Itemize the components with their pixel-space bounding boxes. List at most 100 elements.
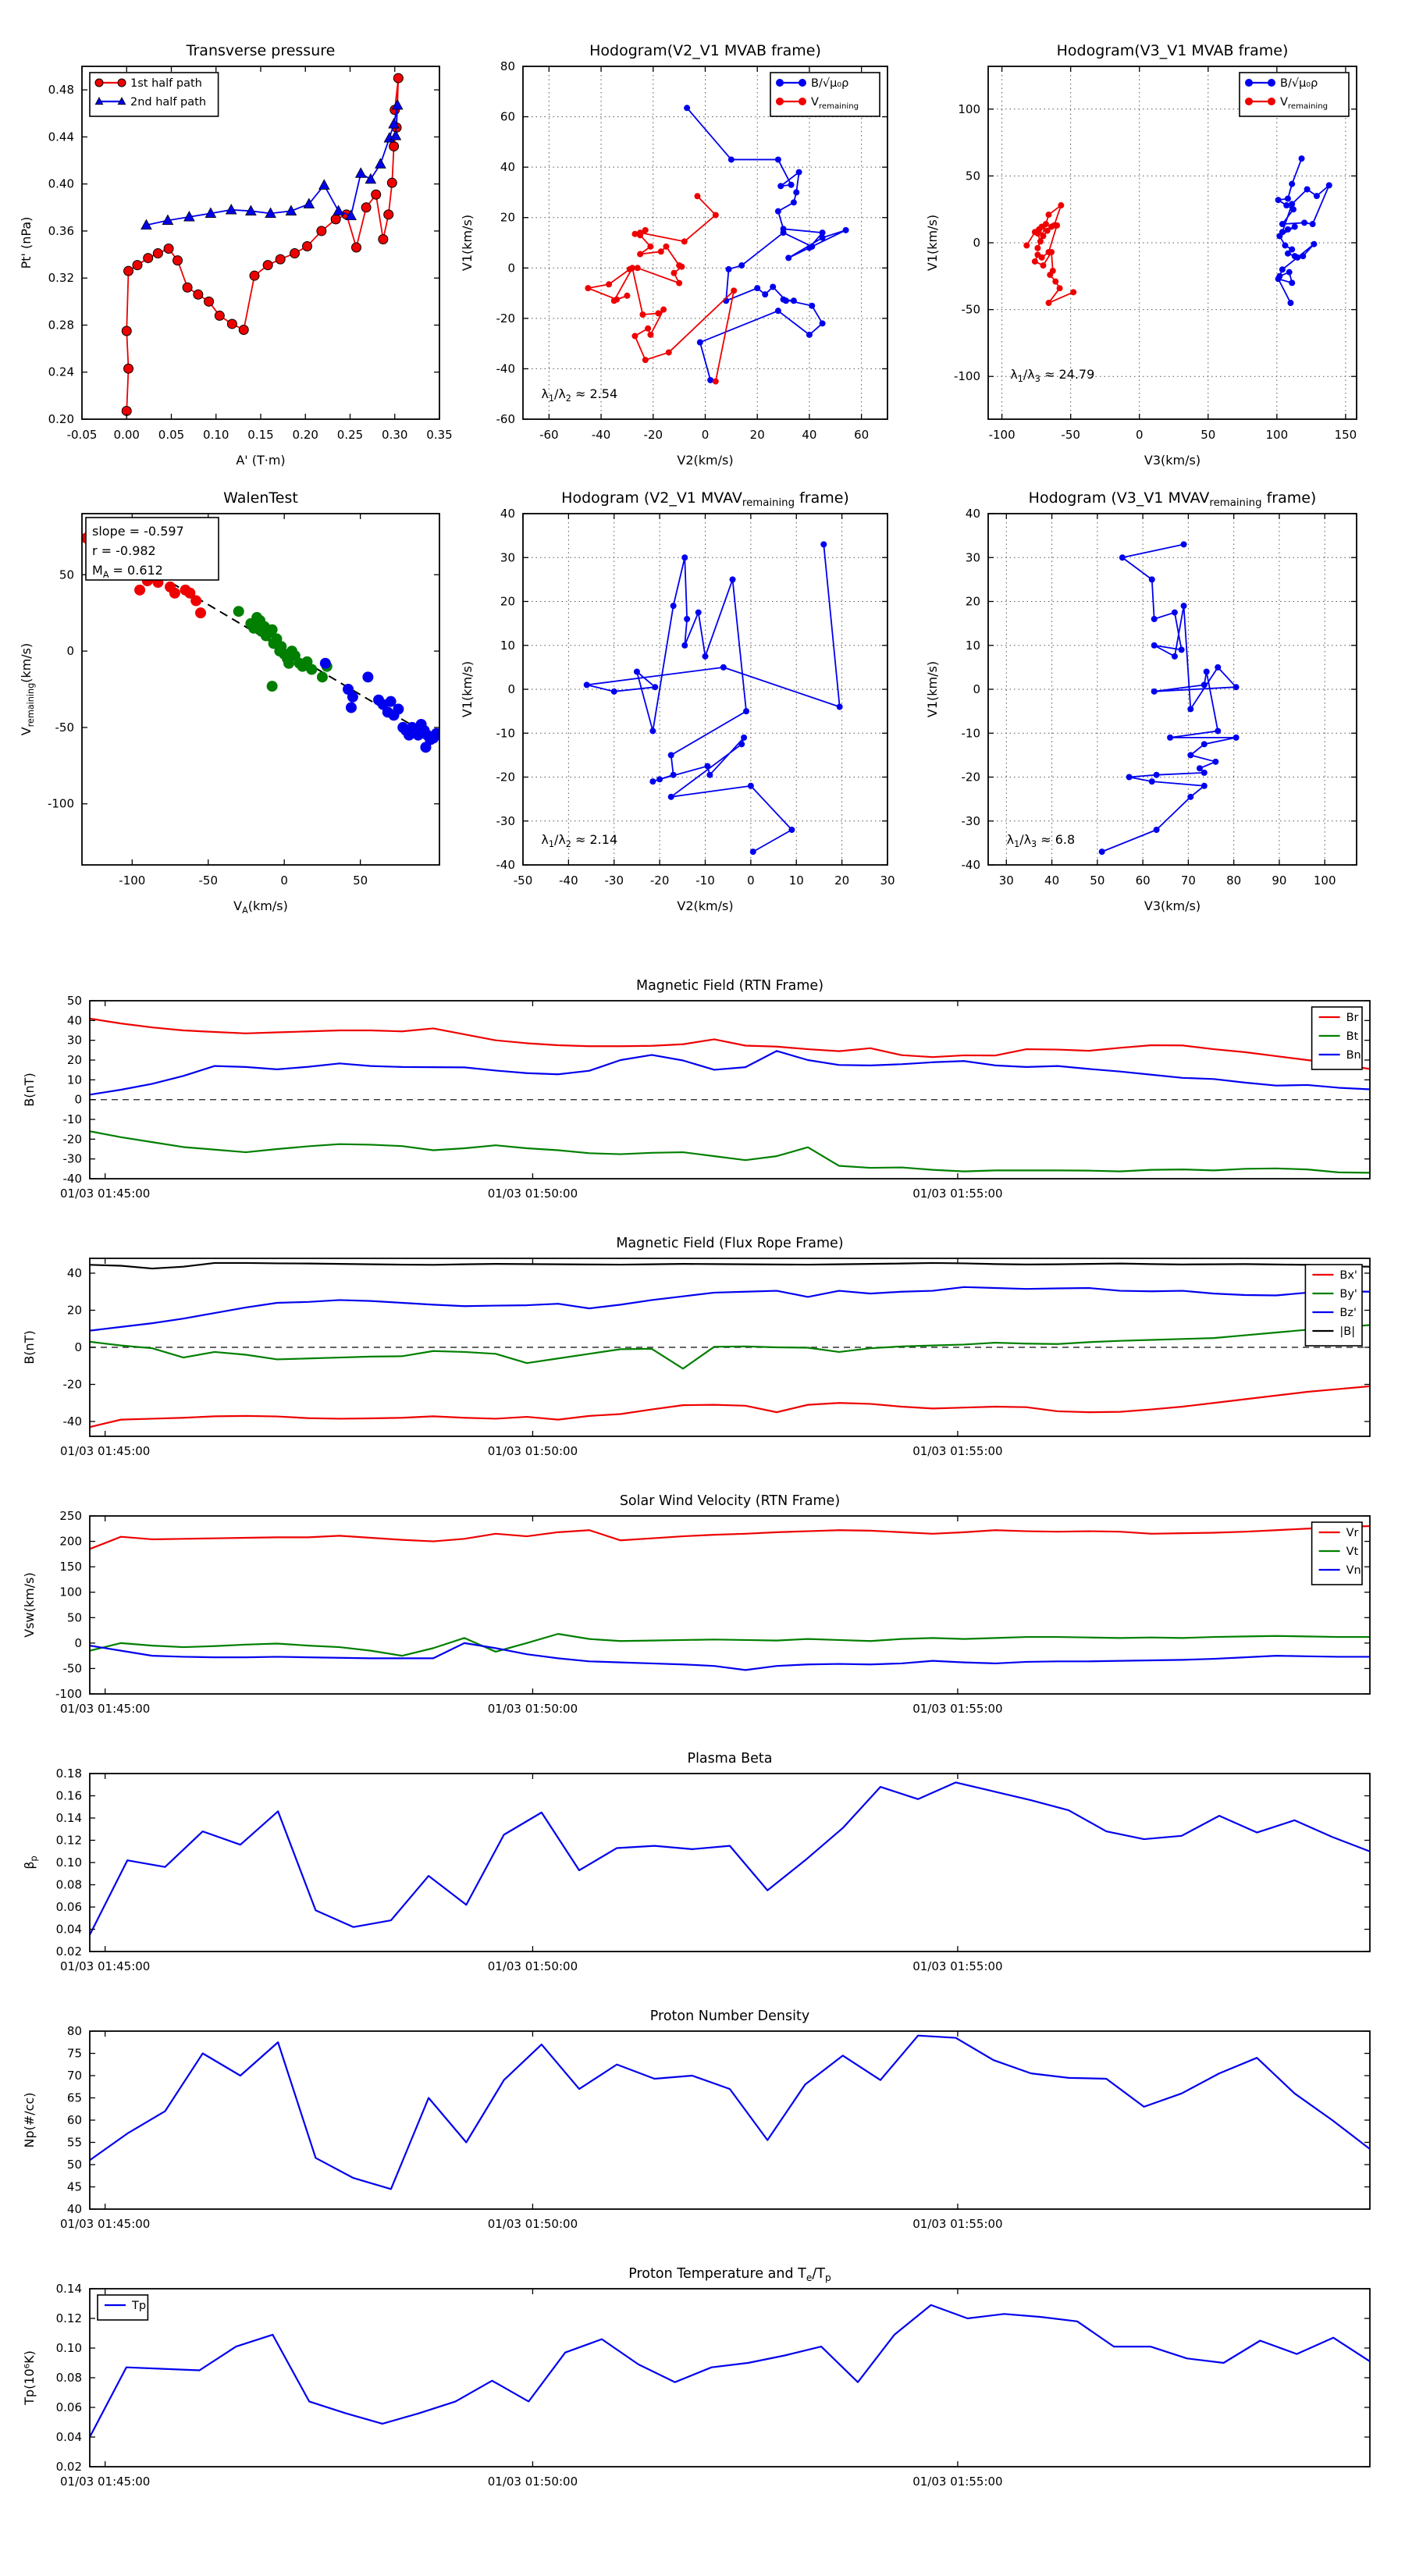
x-tick-label: 0 [702, 428, 710, 442]
proton-temperature-title: Proton Temperature and Te/Tp [628, 2266, 831, 2283]
x-tick-label: 01/03 01:50:00 [488, 1702, 578, 1716]
x-tick-label: 0.25 [337, 428, 363, 442]
transverse-pressure-ylabel: Pt' (nPa) [19, 217, 34, 269]
y-tick-label: 40 [67, 1266, 82, 1280]
chart-hodogram-v2v1-mvav: -50 -40 -30 -20 -10 0 10 20 30-40-30-20-10010203… [460, 489, 895, 913]
x-tick-label: -50 [1061, 428, 1080, 442]
proton-temperature-ylabel: Tp(10⁶K) [22, 2350, 37, 2406]
y-tick-label: 0.44 [48, 130, 74, 144]
magnetic-field-rtn-title: Magnetic Field (RTN Frame) [636, 978, 823, 994]
y-tick-label: 80 [500, 59, 515, 73]
hodogram-v3v1-mvav-ylabel: V1(km/s) [925, 661, 940, 717]
proton-temperature-legend: Tp [97, 2294, 149, 2321]
hodogram-v3v1-mvab-ylabel: V1(km/s) [925, 215, 940, 271]
y-tick-label: 50 [966, 169, 980, 183]
x-tick-label: 0 [747, 873, 755, 888]
y-tick-label: -50 [962, 303, 981, 317]
hodogram-v3v1-mvab-legend: B/√μ₀ρ Vremaining [1239, 72, 1350, 117]
y-tick-label: 0.10 [56, 2341, 82, 2355]
hodogram-v2v1-mvav-xlabel: V2(km/s) [677, 898, 733, 913]
legend-label: Bx' [1339, 1269, 1357, 1282]
annotation: λ1/λ3 ≈ 24.79 [1010, 367, 1094, 384]
y-tick-label: 150 [59, 1560, 82, 1574]
x-tick-label: 01/03 01:45:00 [60, 1702, 150, 1716]
y-tick-label: 0 [74, 1636, 82, 1650]
y-tick-label: 50 [67, 994, 82, 1008]
legend-label: Tp [131, 2300, 146, 2312]
x-tick-label: -100 [119, 873, 145, 888]
hodogram-v2v1-mvav-series [583, 541, 843, 856]
y-tick-label: 20 [500, 211, 515, 225]
hodogram-v3v1-mvab-xlabel: V3(km/s) [1144, 453, 1200, 468]
y-tick-label: 0.16 [56, 1789, 82, 1803]
hodogram-v2v1-mvab-xlabel: V2(km/s) [677, 453, 733, 468]
chart-proton-temperature: 01/03 01:45:00 01/03 01:50:00 01/03 01:55:… [22, 2266, 1371, 2489]
y-tick-label: 20 [500, 595, 515, 609]
magnetic-field-rtn-legend: Br Bt Bn [1311, 1006, 1363, 1070]
y-tick-label: 50 [59, 568, 74, 582]
y-tick-label: 45 [67, 2180, 82, 2194]
y-tick-label: 60 [67, 2113, 82, 2127]
y-tick-label: 10 [500, 639, 515, 653]
y-tick-label: 0.24 [48, 365, 74, 379]
legend-label: 2nd half path [130, 96, 206, 109]
x-tick-label: 70 [1181, 873, 1196, 888]
x-tick-label: -0.05 [67, 428, 98, 442]
y-tick-label: 0.04 [56, 1923, 82, 1937]
y-tick-label: 0.08 [56, 2371, 82, 2385]
magnetic-field-flux-rope-series [90, 1261, 1370, 1429]
y-tick-label: 0.28 [48, 318, 74, 332]
x-tick-label: 01/03 01:55:00 [912, 2475, 1002, 2489]
legend-label: Vt [1346, 1546, 1359, 1558]
x-tick-label: 0.10 [203, 428, 229, 442]
y-tick-label: -10 [962, 726, 981, 740]
x-tick-label: 100 [1266, 428, 1289, 442]
y-tick-label: 0 [507, 261, 515, 275]
walen-test-ylabel: Vremaining(km/s) [19, 643, 36, 736]
x-tick-label: 01/03 01:45:00 [60, 1187, 150, 1201]
y-tick-label: 0.14 [56, 1811, 82, 1825]
x-tick-label: -10 [695, 873, 715, 888]
x-tick-label: 20 [834, 873, 849, 888]
y-tick-label: 40 [500, 507, 515, 521]
x-tick-label: -40 [592, 428, 611, 442]
x-tick-label: 40 [802, 428, 816, 442]
magnetic-field-rtn-ylabel: B(nT) [22, 1073, 37, 1106]
x-tick-label: 10 [789, 873, 804, 888]
y-tick-label: 0.18 [56, 1767, 82, 1781]
solar-wind-velocity-ylabel: Vsw(km/s) [22, 1572, 37, 1637]
chart-hodogram-v3v1-mvav: 30 40 50 60 70 80 90 100 -40 -30 -20 -10 0 10 20 30 40 Ho… [925, 489, 1357, 913]
plasma-beta-title: Plasma Beta [688, 1751, 773, 1767]
x-tick-label: -50 [199, 873, 219, 888]
y-tick-label: 65 [67, 2091, 82, 2105]
y-tick-label: 0.10 [56, 1856, 82, 1870]
chart-transverse-pressure: -0.05 0.00 0.05 0.10 0.15 0.20 0.25 0.30 0.35 0.2… [19, 42, 453, 468]
y-tick-label: 40 [67, 1013, 82, 1027]
x-tick-label: 01/03 01:45:00 [60, 1959, 150, 1973]
legend-label: B/√μ₀ρ [811, 77, 848, 90]
x-tick-label: 01/03 01:55:00 [912, 1187, 1002, 1201]
y-tick-label: -30 [63, 1152, 83, 1166]
x-tick-label: 01/03 01:45:00 [60, 2475, 150, 2489]
x-tick-label: 0.35 [426, 428, 452, 442]
y-tick-label: 30 [500, 550, 515, 564]
proton-temperature-series [90, 2304, 1370, 2438]
x-tick-label: 01/03 01:45:00 [60, 2217, 150, 2231]
legend-label: Vremaining [811, 96, 859, 111]
x-tick-label: 01/03 01:55:00 [912, 1702, 1002, 1716]
plasma-beta-series [90, 1781, 1370, 1936]
x-tick-label: 100 [1314, 873, 1336, 888]
chart-solar-wind-velocity: 01/03 01:45:00 01/03 01:50:00 01/03 01:55:… [22, 1493, 1371, 1716]
y-tick-label: 40 [966, 507, 980, 521]
x-tick-label: -50 [514, 873, 533, 888]
stats-line: r = -0.982 [92, 543, 156, 558]
annotation: λ1/λ2 ≈ 2.54 [541, 386, 617, 404]
y-tick-label: -100 [55, 1687, 82, 1701]
y-tick-label: 100 [958, 102, 980, 116]
y-tick-label: -20 [962, 770, 981, 785]
y-tick-label: 200 [59, 1535, 82, 1549]
x-tick-label: 150 [1335, 428, 1357, 442]
y-tick-label: -10 [63, 1112, 83, 1126]
